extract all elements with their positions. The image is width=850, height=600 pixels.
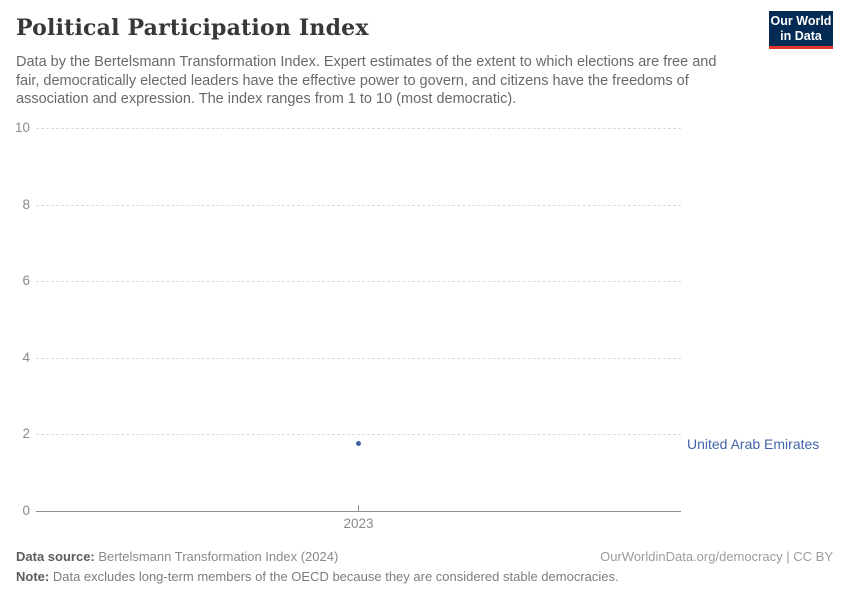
y-tick-label: 0 (22, 503, 30, 518)
note-line: Note: Data excludes long-term members of… (16, 569, 619, 584)
y-tick-label: 2 (22, 426, 30, 442)
owid-logo-line2: in Data (780, 29, 822, 43)
y-tick-label: 6 (22, 273, 30, 289)
x-axis-line (36, 511, 681, 512)
data-source-text: Bertelsmann Transformation Index (2024) (98, 549, 339, 564)
y-tick-label: 4 (22, 349, 30, 365)
y-gridline (36, 204, 681, 206)
x-tick-mark (358, 505, 359, 511)
y-tick-label: 8 (22, 196, 30, 212)
data-point-united-arab-emirates[interactable] (356, 441, 361, 447)
entity-label[interactable]: United Arab Emirates (687, 435, 820, 452)
owid-logo[interactable]: Our World in Data (769, 11, 833, 49)
data-source-label: Data source: (16, 549, 95, 564)
x-tick-label: 2023 (343, 516, 374, 531)
attribution-text: OurWorldinData.org/democracy | CC BY (600, 549, 833, 564)
note-label: Note: (16, 569, 50, 584)
chart-subtitle: Data by the Bertelsmann Transformation I… (16, 53, 761, 109)
subtitle-line: association and expression. The index ra… (16, 91, 517, 107)
y-gridline (36, 281, 681, 283)
page-title: Political Participation Index (16, 15, 369, 41)
subtitle-line: Data by the Bertelsmann Transformation I… (16, 54, 717, 70)
note-text: Data excludes long-term members of the O… (52, 569, 619, 584)
y-tick-label: 10 (14, 120, 30, 135)
owid-logo-line1: Our World (770, 14, 832, 28)
y-gridline (36, 128, 681, 129)
y-gridline (36, 434, 681, 436)
subtitle-line: fair, democratically elected leaders hav… (16, 72, 689, 89)
data-source-line: Data source: Bertelsmann Transformation … (16, 549, 338, 564)
y-gridline (36, 357, 681, 359)
